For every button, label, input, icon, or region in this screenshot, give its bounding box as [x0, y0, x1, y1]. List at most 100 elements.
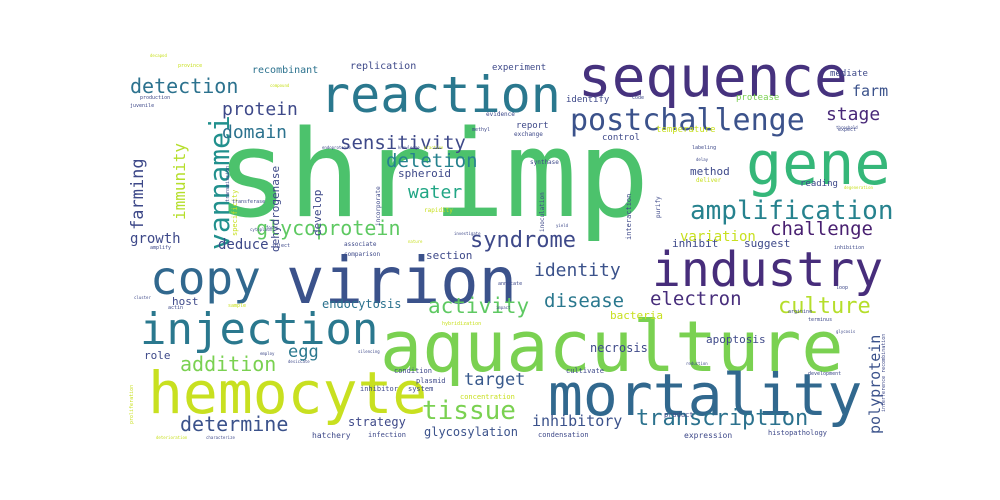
word: development — [808, 371, 842, 377]
word: production — [140, 95, 171, 101]
word: loop — [836, 285, 849, 291]
word: egg — [288, 342, 319, 362]
word: mediate — [830, 69, 868, 79]
word: farming — [128, 158, 148, 230]
word: product — [664, 411, 694, 419]
word: cultivate — [566, 367, 604, 375]
word: proliferation — [129, 384, 135, 424]
word: knowledge — [398, 145, 420, 150]
word: cluster — [134, 295, 151, 300]
word: role — [144, 349, 171, 362]
word: actin — [168, 305, 184, 311]
word: endocytosis — [322, 297, 402, 311]
word: report — [516, 121, 549, 131]
word: deletion — [386, 150, 478, 172]
word: shrimp — [216, 106, 650, 245]
word: challenge — [770, 218, 873, 240]
word: culture — [778, 294, 871, 319]
word: tissue — [422, 396, 516, 426]
word: hatchery — [312, 431, 351, 440]
word: inoculation — [539, 192, 546, 232]
word: expression — [684, 431, 733, 440]
word: purify — [655, 196, 662, 218]
word: section — [426, 249, 473, 262]
word: domain — [222, 122, 288, 143]
word: determine — [180, 412, 289, 436]
word: concentration — [460, 393, 515, 401]
word: transferase — [232, 199, 266, 205]
word: inhibit — [672, 237, 719, 250]
word: reduction — [686, 361, 708, 366]
word: host — [172, 295, 199, 308]
word: immunity — [170, 142, 189, 220]
word: growth — [130, 231, 181, 247]
word: condensation — [538, 431, 589, 439]
word: virion — [286, 245, 518, 319]
word: inhibition — [834, 245, 865, 251]
word: interaction — [625, 193, 633, 240]
word: arginine — [788, 309, 813, 315]
word: reaction — [320, 66, 561, 124]
word: delay — [696, 157, 709, 162]
word: plasmid — [416, 377, 446, 385]
word: inhibitor — [360, 385, 398, 393]
word: threshold — [836, 125, 858, 130]
word: condition — [394, 367, 432, 375]
word: postchallenge — [570, 103, 805, 138]
word: terminus — [808, 317, 833, 323]
word: protease — [736, 93, 780, 103]
word: injection — [140, 304, 379, 355]
word: practice — [424, 145, 444, 150]
word: spheroid — [398, 167, 451, 180]
word: province — [178, 63, 203, 69]
word: glycoprotein — [256, 216, 401, 240]
word: comparison — [344, 251, 381, 258]
word: characterize — [206, 435, 235, 440]
word: specificity — [231, 189, 239, 236]
word: recombinant — [252, 65, 319, 76]
word: detection — [130, 74, 239, 98]
word: desiccate — [288, 359, 310, 364]
word: industry — [652, 242, 884, 298]
word: necrosis — [590, 341, 648, 355]
word: identify — [566, 95, 610, 105]
word: nature — [408, 239, 423, 244]
word: deduce — [218, 237, 269, 253]
word: glycosylation — [424, 425, 518, 439]
word: interference recombination — [881, 333, 887, 412]
word: synthase — [530, 159, 559, 166]
word: temperature — [656, 125, 716, 135]
word: identity — [534, 260, 621, 281]
word: mortality — [548, 361, 863, 429]
word: target — [464, 370, 526, 390]
word: sensitivity — [340, 132, 466, 154]
word: compound — [270, 83, 290, 88]
word: hybridization — [442, 321, 482, 327]
word: hemocyte — [148, 359, 428, 427]
word: protein — [222, 99, 298, 120]
word: water — [408, 182, 463, 203]
word: system — [408, 385, 434, 393]
word: expect — [838, 127, 857, 133]
word: method — [690, 165, 730, 178]
word: aquaculture — [380, 306, 844, 388]
word: experiment — [492, 63, 547, 73]
word: incorporate — [375, 186, 382, 226]
word: apoptosis — [706, 333, 766, 346]
word: amplification — [690, 196, 894, 226]
word: transmission — [225, 165, 231, 202]
word: rapidity — [424, 207, 453, 214]
word: suggest — [744, 237, 791, 250]
word: variation — [680, 229, 756, 245]
word: cytoplasm — [250, 227, 272, 232]
word: control — [602, 133, 640, 143]
word: infection — [368, 431, 406, 439]
word: degeneration — [844, 185, 873, 190]
word: investigate — [454, 231, 481, 236]
word: dehydrogenase — [269, 165, 282, 252]
word: develop — [311, 189, 324, 236]
word: labeling — [692, 145, 717, 151]
word: juvenile — [130, 103, 155, 109]
word: electron — [650, 288, 742, 310]
